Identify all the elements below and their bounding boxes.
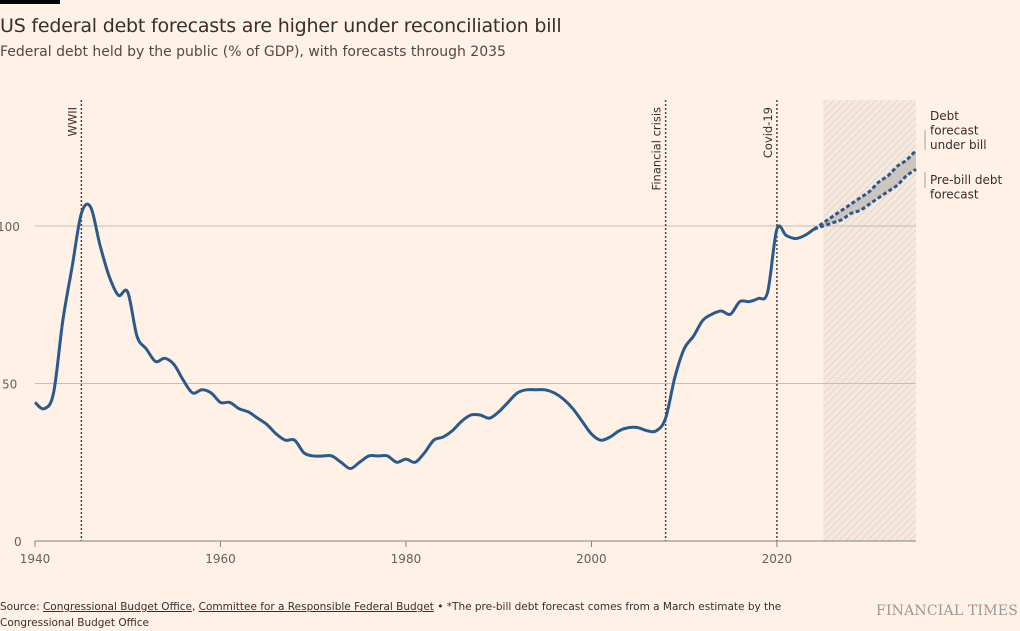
series-line-pre-bill-forecast [813, 168, 917, 231]
x-tick-label: 2020 [762, 552, 793, 566]
source-link-cbo[interactable]: Congressional Budget Office [42, 601, 192, 613]
source-link-crfb[interactable]: Committee for a Responsible Federal Budg… [198, 601, 434, 613]
ft-logo: FINANCIAL TIMES [876, 603, 1018, 619]
chart-title: US federal debt forecasts are higher und… [0, 15, 562, 37]
footer-source: Source: Congressional Budget Office, Com… [0, 599, 800, 631]
y-tick-label: 100 [0, 220, 20, 234]
source-prefix: Source: [0, 601, 43, 613]
event-label: Financial crisis [650, 107, 664, 190]
source-note: • *The pre-bill debt forecast comes from… [0, 601, 782, 629]
series-line-forecast-under-bill [813, 149, 918, 231]
x-tick-label: 1940 [20, 552, 51, 566]
event-label: WWII [65, 107, 79, 137]
legend-label-under-bill: under bill [930, 138, 987, 152]
legend-label-pre-bill: forecast [930, 188, 979, 202]
chart-subtitle: Federal debt held by the public (% of GD… [0, 44, 506, 60]
x-tick-label: 1980 [391, 552, 422, 566]
series-line-historical [34, 202, 815, 471]
legend-label-pre-bill: Pre-bill debt [930, 173, 1002, 187]
source-separator: , [191, 601, 199, 613]
legend-label-under-bill: Debt [930, 109, 959, 123]
event-label: Covid-19 [761, 107, 775, 158]
y-tick-label: 0 [14, 535, 22, 549]
x-tick-label: 2000 [576, 552, 607, 566]
x-tick-label: 1960 [205, 552, 236, 566]
legend-label-under-bill: forecast [930, 124, 979, 138]
y-tick-label: 50 [2, 378, 17, 392]
brand-bar [0, 0, 60, 4]
